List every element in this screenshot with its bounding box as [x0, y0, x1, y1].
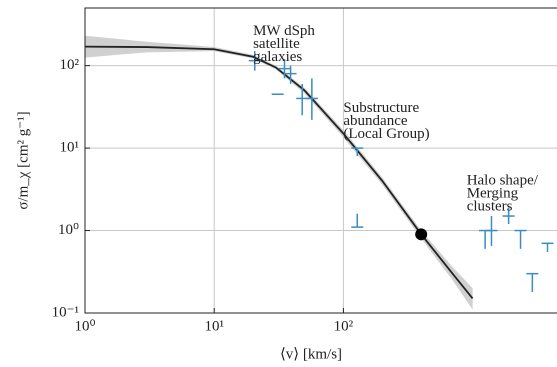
uncertainty-band — [85, 35, 473, 310]
y-tick-label: 10⁻¹ — [52, 304, 79, 320]
annotation: (Local Group) — [343, 126, 429, 142]
annotation: abundance — [343, 113, 407, 129]
y-tick-label: 10¹ — [60, 140, 80, 156]
annotation: Substructure — [343, 100, 419, 116]
y-tick-label: 10² — [60, 57, 80, 73]
annotation: MW dSph — [253, 23, 315, 39]
annotation: Halo shape/ — [467, 172, 539, 188]
annotation: satellite — [253, 36, 300, 52]
cross-section-curve — [85, 45, 474, 300]
y-axis-label: σ/m_χ [cm² g⁻¹] — [15, 111, 31, 209]
annotation: galaxies — [253, 49, 302, 65]
axes-frame — [84, 7, 557, 314]
annotation: clusters — [467, 198, 513, 214]
x-axis-label: ⟨v⟩ [km/s] — [280, 346, 342, 362]
annotation: Merging — [467, 185, 519, 201]
plot-area — [85, 8, 557, 313]
y-tick-label: 10⁰ — [58, 222, 79, 238]
x-tick-label: 10¹ — [204, 318, 224, 334]
x-tick-label: 10² — [334, 318, 354, 334]
x-tick-label: 10⁰ — [74, 318, 95, 334]
benchmark-point — [415, 228, 428, 241]
